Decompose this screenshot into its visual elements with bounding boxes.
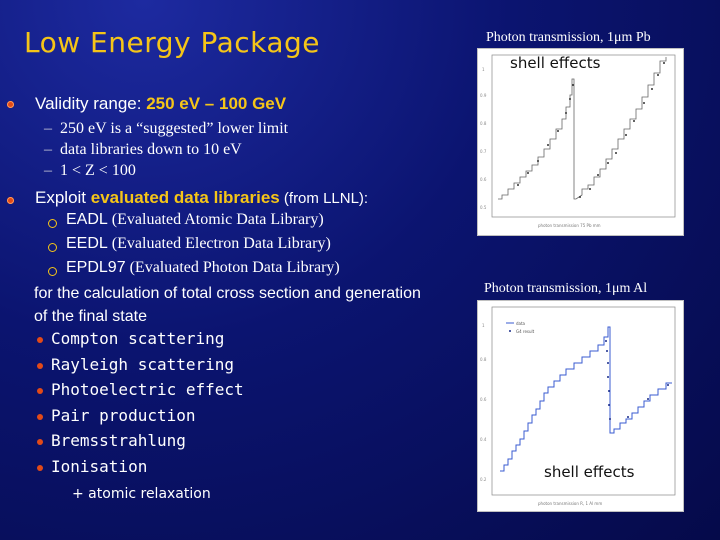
exploit-line: Exploit evaluated data libraries (from L… [35, 188, 368, 208]
svg-text:0.6: 0.6 [480, 397, 487, 402]
library-desc: (Evaluated Electron Data Library) [107, 235, 331, 252]
dash-marker: – [44, 162, 52, 179]
validity-item-text: 250 eV is a “suggested” lower limit [60, 120, 289, 137]
bullet-dot [37, 465, 43, 471]
process-item: Compton scattering [51, 329, 225, 348]
exploit-prefix: Exploit [35, 188, 91, 207]
note-line: of the final state [34, 308, 147, 325]
library-desc: (Evaluated Atomic Data Library) [107, 211, 324, 228]
plot-label-al: Photon transmission, 1μm Al [484, 281, 648, 296]
bullet-dot [37, 363, 43, 369]
validity-item-text: 1 < Z < 100 [60, 162, 136, 179]
shell-effects-pb: shell effects [510, 54, 601, 72]
note-line: for the calculation of total cross secti… [34, 285, 421, 302]
svg-text:0.5: 0.5 [480, 205, 487, 210]
exploit-highlight: evaluated data libraries [90, 188, 280, 207]
bullet-dot [7, 197, 14, 204]
circle-bullet [48, 219, 57, 228]
process-item: Pair production [51, 406, 196, 425]
svg-text:0.8: 0.8 [480, 121, 487, 126]
process-item: Rayleigh scattering [51, 355, 235, 374]
library-desc: (Evaluated Photon Data Library) [125, 259, 340, 276]
shell-effects-al: shell effects [544, 463, 635, 481]
circle-bullet [48, 243, 57, 252]
process-item: Photoelectric effect [51, 380, 244, 399]
library-name: EEDL [66, 235, 108, 252]
bullet-dot [37, 388, 43, 394]
plot-al-legend-g4: G4 result [516, 329, 535, 334]
bullet-dot [37, 337, 43, 343]
process-item: Bremsstrahlung [51, 431, 186, 450]
library-item: EPDL97 (Evaluated Photon Data Library) [66, 259, 340, 277]
svg-text:0.4: 0.4 [480, 437, 487, 442]
slide-title: Low Energy Package [24, 26, 321, 59]
plot-al-svg: 1 0.8 0.6 0.4 0.2 data G4 result photon tra… [480, 306, 676, 506]
circle-bullet [48, 267, 57, 276]
library-name: EADL [66, 211, 108, 228]
svg-text:1: 1 [482, 323, 485, 328]
dash-marker: – [44, 120, 52, 137]
plot-al: 1 0.8 0.6 0.4 0.2 data G4 result photon tra… [477, 300, 684, 512]
validity-line: Validity range: 250 eV – 100 GeV [35, 94, 286, 114]
validity-range: 250 eV – 100 GeV [146, 94, 287, 113]
validity-item: – data libraries down to 10 eV [44, 141, 242, 159]
validity-prefix: Validity range: [35, 94, 147, 113]
plot-pb-footer: photon transmission 75 Pb mm [538, 223, 601, 228]
plot-pb-svg: 1 0.9 0.8 0.7 0.6 0.5 photon transmission 75… [480, 54, 676, 228]
plot-label-pb: Photon transmission, 1μm Pb [486, 30, 651, 45]
svg-text:0.7: 0.7 [480, 149, 487, 154]
process-item: Ionisation [51, 457, 148, 476]
bullet-dot [7, 101, 14, 108]
svg-text:0.6: 0.6 [480, 177, 487, 182]
library-item: EEDL (Evaluated Electron Data Library) [66, 235, 331, 253]
library-name: EPDL97 [66, 259, 126, 276]
svg-text:0.2: 0.2 [480, 477, 487, 482]
bullet-dot [37, 439, 43, 445]
plot-al-footer: photon transmission R, 1 Al mm [538, 501, 602, 506]
svg-text:0.9: 0.9 [480, 93, 487, 98]
validity-item: – 250 eV is a “suggested” lower limit [44, 120, 288, 138]
validity-item-text: data libraries down to 10 eV [60, 141, 242, 158]
svg-text:0.8: 0.8 [480, 357, 487, 362]
exploit-suffix: (from LLNL): [279, 190, 369, 207]
plot-pb: 1 0.9 0.8 0.7 0.6 0.5 photon transmission 75… [477, 48, 684, 236]
dash-marker: – [44, 141, 52, 158]
bullet-dot [37, 414, 43, 420]
atomic-relaxation: + atomic relaxation [72, 486, 211, 502]
validity-item: – 1 < Z < 100 [44, 162, 136, 180]
library-item: EADL (Evaluated Atomic Data Library) [66, 211, 324, 229]
plot-al-legend-data: data [516, 321, 526, 326]
svg-text:1: 1 [482, 67, 485, 72]
